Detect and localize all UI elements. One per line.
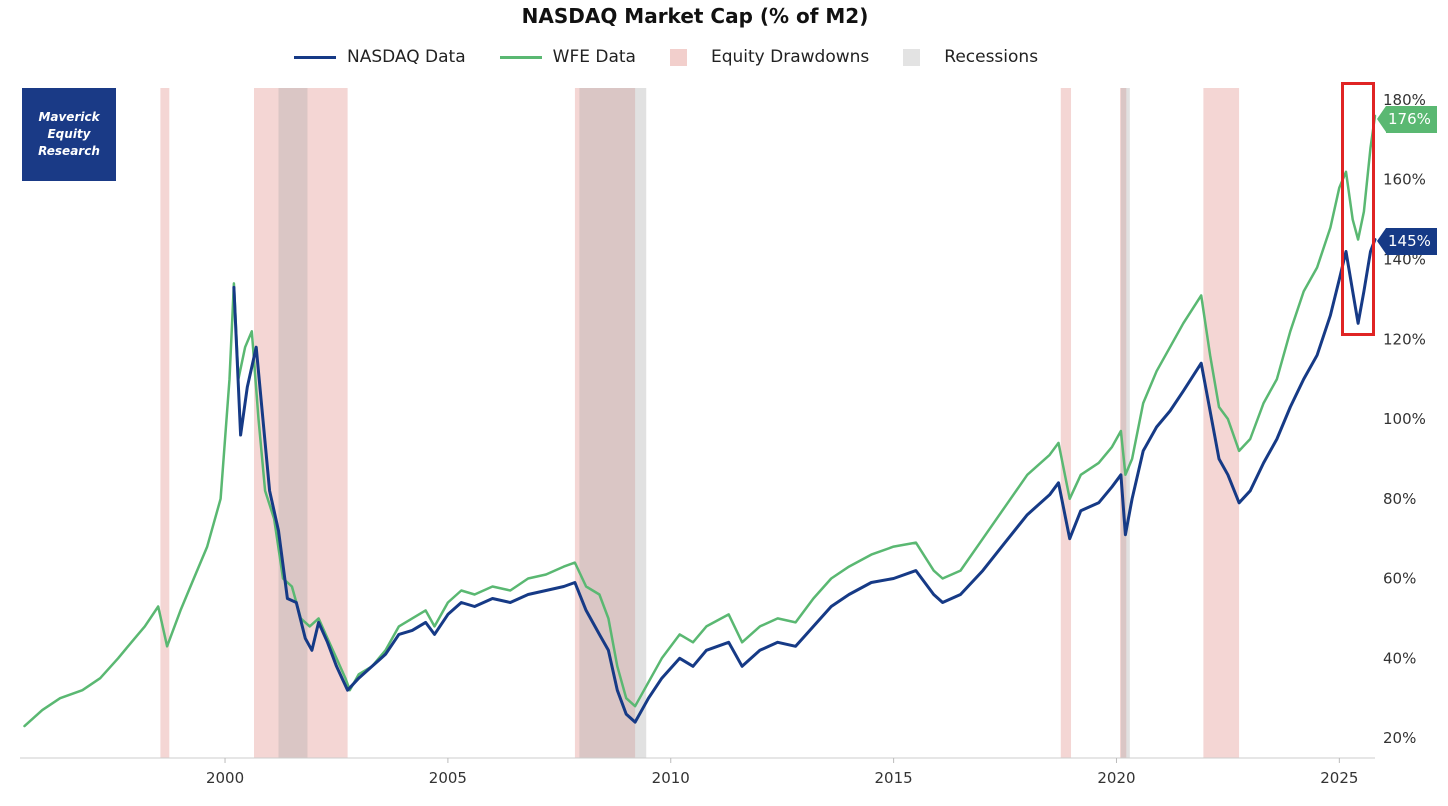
legend-label-nasdaq: NASDAQ Data — [347, 47, 466, 67]
y-tick-label-60: 60% — [1383, 570, 1416, 588]
y-tick-label-180: 180% — [1383, 91, 1426, 109]
series-line-wfe-data — [23, 114, 1377, 728]
drawdown-band-4 — [1120, 88, 1127, 758]
recession-band-0 — [278, 88, 308, 758]
highlight-box — [1341, 82, 1375, 336]
series-line-nasdaq-data — [232, 238, 1377, 724]
x-tick-layer: 2000 2005 2010 2015 2020 2025 — [206, 758, 1358, 787]
y-tick-label-160: 160% — [1383, 171, 1426, 189]
logo-line-3: Research — [38, 144, 100, 158]
x-tick-label-2000: 2000 — [206, 769, 244, 787]
logo-line-2: Equity — [47, 127, 91, 141]
y-tick-layer: 20%40%60%80%100%120%140%160%180% — [1383, 91, 1426, 747]
x-tick-label-2005: 2005 — [429, 769, 467, 787]
legend-item-recessions: Recessions — [903, 47, 1038, 67]
y-tick-label-20: 20% — [1383, 729, 1416, 747]
series-layer — [23, 114, 1377, 728]
legend-label-recessions: Recessions — [944, 47, 1039, 67]
end-label-wfe: 176% — [1377, 106, 1437, 133]
legend: NASDAQ Data WFE Data Equity Drawdowns Re… — [294, 44, 1072, 70]
legend-swatch-recessions-icon — [903, 48, 921, 66]
legend-item-wfe: WFE Data — [499, 47, 636, 67]
y-tick-label-40: 40% — [1383, 649, 1416, 667]
legend-item-nasdaq: NASDAQ Data — [294, 47, 466, 67]
legend-item-drawdowns: Equity Drawdowns — [669, 47, 870, 67]
x-tick-label-2020: 2020 — [1097, 769, 1135, 787]
y-tick-label-100: 100% — [1383, 410, 1426, 428]
recession-band-1 — [579, 88, 647, 758]
legend-line-nasdaq-icon — [294, 55, 336, 59]
chart-title: NASDAQ Market Cap (% of M2) — [521, 4, 869, 28]
end-label-nasdaq: 145% — [1377, 228, 1437, 255]
legend-swatch-drawdowns-icon — [669, 48, 687, 66]
logo-line-1: Maverick — [38, 110, 100, 124]
drawdown-band-0 — [160, 88, 170, 758]
x-tick-label-2025: 2025 — [1320, 769, 1358, 787]
x-tick-label-2010: 2010 — [652, 769, 690, 787]
drawdown-band-3 — [1060, 88, 1072, 758]
drawdown-band-5 — [1203, 88, 1240, 758]
recession-band-2 — [1120, 88, 1130, 758]
y-tick-label-120: 120% — [1383, 330, 1426, 348]
y-tick-label-80: 80% — [1383, 490, 1416, 508]
legend-line-wfe-icon — [499, 55, 542, 59]
x-tick-label-2015: 2015 — [875, 769, 913, 787]
legend-label-drawdowns: Equity Drawdowns — [710, 47, 870, 67]
logo-badge: Maverick Equity Research — [22, 88, 116, 181]
legend-label-wfe: WFE Data — [552, 47, 636, 67]
